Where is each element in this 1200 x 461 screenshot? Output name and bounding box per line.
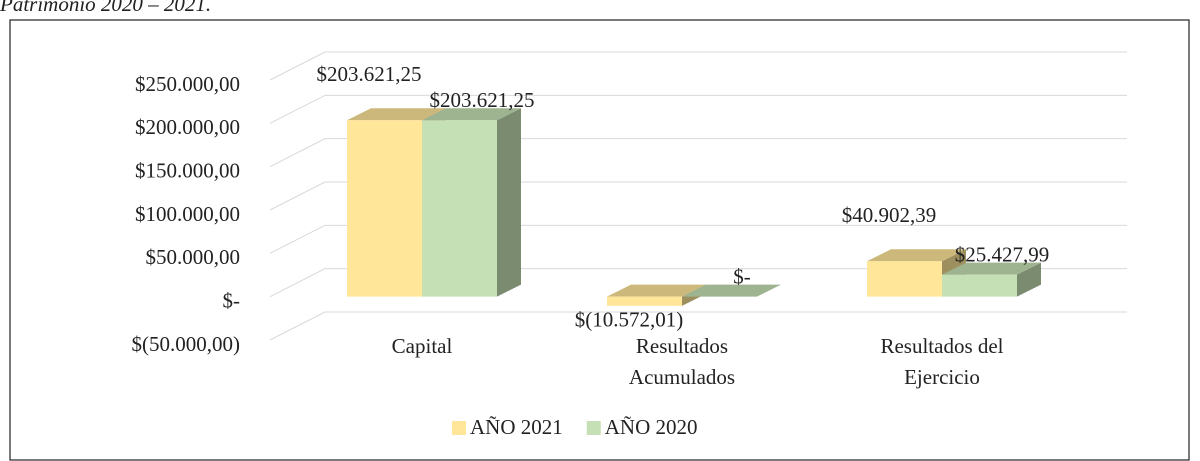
- bar-front: [347, 120, 422, 297]
- data-label: $25.427,99: [955, 242, 1050, 266]
- bar-front: [942, 274, 1017, 297]
- bar-front: [422, 120, 497, 297]
- grid-line: [269, 51, 1127, 81]
- bar-top: [607, 284, 706, 297]
- legend-label: AÑO 2020: [605, 415, 698, 439]
- bar-side: [1017, 262, 1041, 297]
- legend-swatch: [586, 421, 601, 435]
- grid-line: [269, 268, 1127, 298]
- legend-swatch: [452, 421, 466, 435]
- x-tick-label: Resultados del Ejercicio: [880, 334, 1004, 389]
- bar: [682, 284, 781, 297]
- chart-frame: [9, 19, 1190, 461]
- data-label: $203.621,25: [430, 88, 535, 112]
- bar-top: [422, 108, 521, 121]
- data-label: $(10.572,01): [575, 308, 684, 332]
- y-tick-label: $150.000,00: [135, 158, 240, 182]
- grid-line: [269, 94, 1127, 124]
- legend-label: AÑO 2021: [470, 415, 563, 439]
- bar-top: [942, 262, 1041, 275]
- data-label: $203.621,25: [317, 62, 422, 86]
- grid-line: [269, 224, 1127, 254]
- y-tick-label: $-: [223, 288, 241, 312]
- grid-line: [269, 181, 1127, 211]
- y-tick-label: $100.000,00: [135, 202, 240, 226]
- y-tick-label: $250.000,00: [135, 72, 240, 96]
- bar-side: [497, 108, 521, 297]
- y-tick-label: $(50.000,00): [132, 332, 241, 356]
- grid-line: [269, 311, 1127, 341]
- x-tick-label: Capital: [391, 334, 453, 358]
- chart-title: Patrimonio 2020 – 2021.: [0, 0, 211, 16]
- data-label: $-: [733, 264, 751, 288]
- data-label: $40.902,39: [842, 203, 937, 227]
- y-tick-label: $50.000,00: [146, 245, 241, 269]
- bar: [942, 262, 1041, 297]
- bar-top: [867, 249, 966, 262]
- bar-top: [347, 108, 446, 121]
- y-tick-label: $200.000,00: [135, 115, 240, 139]
- bar: [422, 108, 521, 297]
- bar-front: [867, 261, 942, 297]
- grid-line: [269, 138, 1127, 168]
- bar-front: [607, 296, 682, 306]
- x-tick-label: Resultados Acumulados: [628, 334, 736, 389]
- bar-top: [682, 284, 781, 297]
